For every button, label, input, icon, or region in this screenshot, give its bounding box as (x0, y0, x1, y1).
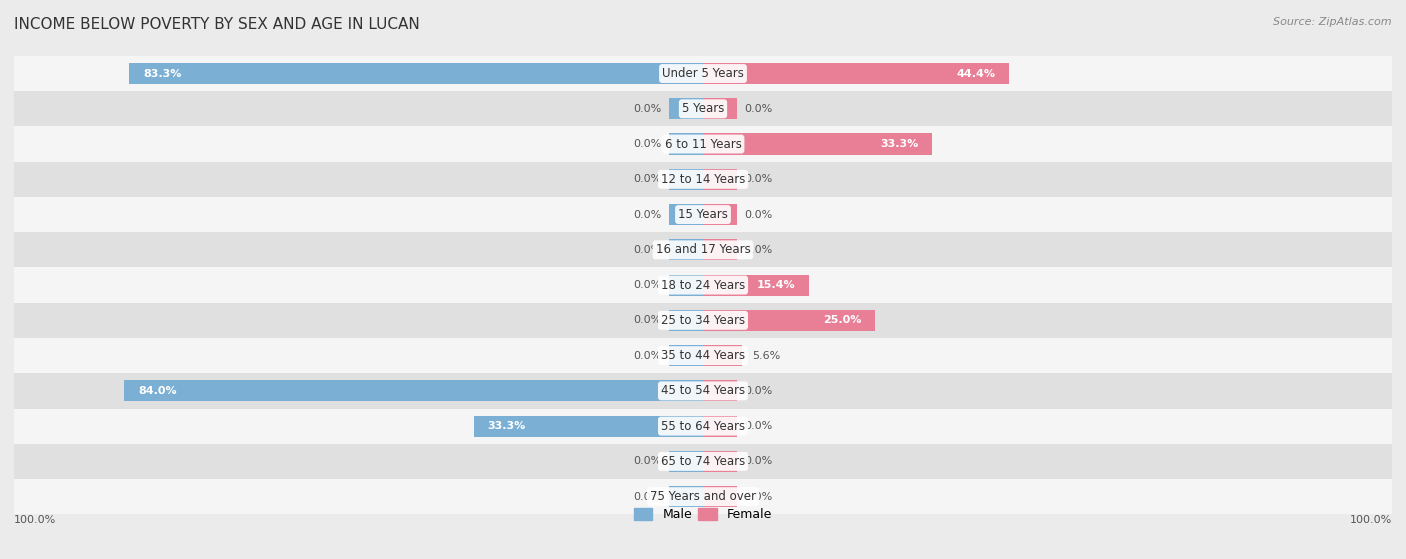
Text: 18 to 24 Years: 18 to 24 Years (661, 278, 745, 292)
Bar (14, 126, 1392, 162)
Bar (14, 479, 1392, 514)
Text: INCOME BELOW POVERTY BY SEX AND AGE IN LUCAN: INCOME BELOW POVERTY BY SEX AND AGE IN L… (14, 17, 420, 32)
Text: 25.0%: 25.0% (823, 315, 862, 325)
Bar (124, 380, 703, 401)
Text: 84.0%: 84.0% (138, 386, 177, 396)
Bar (669, 310, 703, 331)
Text: 0.0%: 0.0% (744, 245, 772, 255)
Text: 100.0%: 100.0% (14, 515, 56, 525)
Bar (14, 303, 1392, 338)
Bar (14, 444, 1392, 479)
Bar (703, 486, 738, 507)
Text: 0.0%: 0.0% (634, 315, 662, 325)
Text: 0.0%: 0.0% (744, 104, 772, 114)
Bar (703, 345, 741, 366)
Bar (669, 486, 703, 507)
Text: 45 to 54 Years: 45 to 54 Years (661, 385, 745, 397)
Bar (703, 204, 738, 225)
Text: 25 to 34 Years: 25 to 34 Years (661, 314, 745, 327)
Bar (669, 274, 703, 296)
Bar (14, 197, 1392, 232)
Text: 0.0%: 0.0% (634, 174, 662, 184)
Text: 6 to 11 Years: 6 to 11 Years (665, 138, 741, 150)
Text: 5 Years: 5 Years (682, 102, 724, 115)
Bar (129, 63, 703, 84)
Text: 0.0%: 0.0% (634, 139, 662, 149)
Text: 0.0%: 0.0% (634, 210, 662, 220)
Text: 83.3%: 83.3% (143, 69, 181, 78)
Bar (703, 451, 738, 472)
Text: 75 Years and over: 75 Years and over (650, 490, 756, 503)
Bar (703, 415, 738, 437)
Bar (703, 274, 808, 296)
Text: 0.0%: 0.0% (634, 245, 662, 255)
Bar (14, 232, 1392, 267)
Text: 0.0%: 0.0% (744, 492, 772, 501)
Bar (703, 239, 738, 260)
Text: 0.0%: 0.0% (744, 456, 772, 466)
Text: 15 Years: 15 Years (678, 208, 728, 221)
Text: 15.4%: 15.4% (756, 280, 796, 290)
Text: 5.6%: 5.6% (752, 350, 780, 361)
Text: 0.0%: 0.0% (744, 210, 772, 220)
Bar (669, 239, 703, 260)
Bar (14, 91, 1392, 126)
Text: 16 and 17 Years: 16 and 17 Years (655, 243, 751, 257)
Bar (14, 338, 1392, 373)
Text: 0.0%: 0.0% (634, 104, 662, 114)
Text: Source: ZipAtlas.com: Source: ZipAtlas.com (1274, 17, 1392, 27)
Text: 12 to 14 Years: 12 to 14 Years (661, 173, 745, 186)
Bar (474, 415, 703, 437)
Text: 35 to 44 Years: 35 to 44 Years (661, 349, 745, 362)
Bar (703, 169, 738, 190)
Text: 65 to 74 Years: 65 to 74 Years (661, 455, 745, 468)
Text: 0.0%: 0.0% (634, 456, 662, 466)
Bar (669, 98, 703, 120)
Text: 0.0%: 0.0% (744, 386, 772, 396)
Bar (703, 134, 932, 155)
Bar (669, 134, 703, 155)
Bar (703, 63, 1010, 84)
Bar (14, 267, 1392, 303)
Text: 33.3%: 33.3% (488, 421, 526, 431)
Bar (703, 310, 875, 331)
Text: 0.0%: 0.0% (634, 492, 662, 501)
Text: 0.0%: 0.0% (744, 421, 772, 431)
Text: Under 5 Years: Under 5 Years (662, 67, 744, 80)
Bar (669, 345, 703, 366)
Bar (669, 169, 703, 190)
Bar (669, 451, 703, 472)
Bar (14, 56, 1392, 91)
Bar (14, 373, 1392, 409)
Legend: Male, Female: Male, Female (628, 503, 778, 527)
Text: 44.4%: 44.4% (956, 69, 995, 78)
Bar (14, 409, 1392, 444)
Text: 100.0%: 100.0% (1350, 515, 1392, 525)
Text: 0.0%: 0.0% (634, 280, 662, 290)
Text: 0.0%: 0.0% (744, 174, 772, 184)
Bar (14, 162, 1392, 197)
Bar (703, 380, 738, 401)
Bar (669, 204, 703, 225)
Bar (703, 98, 738, 120)
Text: 0.0%: 0.0% (634, 350, 662, 361)
Text: 33.3%: 33.3% (880, 139, 918, 149)
Text: 55 to 64 Years: 55 to 64 Years (661, 420, 745, 433)
